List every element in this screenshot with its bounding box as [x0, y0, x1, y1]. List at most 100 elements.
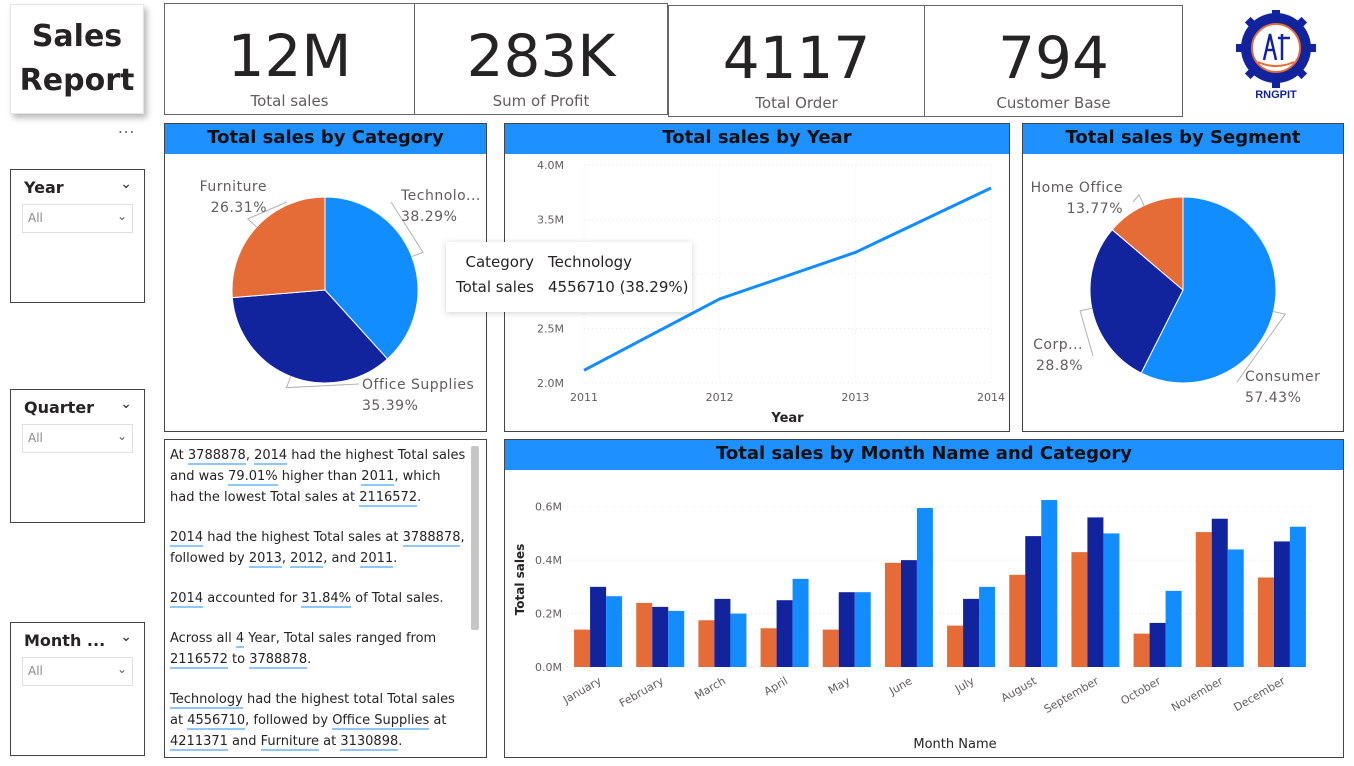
bar[interactable]	[652, 606, 669, 667]
category-pie-panel: Technolo... 38.29% Office Supplies 35.39% Fu…	[164, 123, 487, 432]
slicer-dropdown[interactable]: All ⌄	[22, 657, 133, 686]
chart-title: Total sales by Year	[505, 124, 1009, 154]
pie-percent: 28.8%	[1036, 358, 1083, 374]
pie-leader-line	[246, 201, 288, 228]
pie-percent: 13.77%	[1067, 201, 1123, 217]
month-bar-panel: 0.0M 0.2M 0.4M 0.6M January February March Apri…	[504, 439, 1344, 758]
slicer-dropdown[interactable]: All ⌄	[22, 424, 133, 453]
slicer-dropdown-value: All	[28, 211, 43, 225]
tooltip-key: Total sales	[455, 278, 534, 296]
y-tick-label: 0.0M	[535, 661, 562, 674]
bar[interactable]	[963, 598, 980, 667]
chart-tooltip: Category Technology Total sales 4556710 …	[446, 242, 692, 312]
bar[interactable]	[947, 625, 964, 667]
bar[interactable]	[1009, 574, 1026, 667]
bar[interactable]	[636, 602, 653, 667]
pie-leader-line	[1079, 307, 1094, 357]
bar[interactable]	[1041, 500, 1058, 667]
more-options-icon[interactable]: ...	[118, 119, 136, 137]
bar[interactable]	[979, 586, 996, 667]
pie-slice[interactable]	[1140, 196, 1277, 384]
bar[interactable]	[838, 592, 855, 667]
report-title: Sales Report	[10, 4, 144, 114]
slicer-dropdown[interactable]: All ⌄	[22, 204, 133, 233]
bar[interactable]	[1211, 518, 1228, 667]
slicer-title: Quarter	[24, 398, 95, 417]
bar[interactable]	[1257, 577, 1274, 667]
x-tick-label: February	[617, 674, 666, 710]
chevron-down-icon[interactable]: ⌄	[120, 629, 132, 645]
bar[interactable]	[1087, 517, 1104, 667]
x-tick-label: April	[762, 674, 790, 698]
chevron-down-icon[interactable]: ⌄	[120, 396, 132, 412]
tooltip-value: 4556710 (38.29%)	[548, 278, 689, 296]
pie-slice[interactable]	[1089, 228, 1184, 374]
pie-slice[interactable]	[324, 196, 419, 360]
bar[interactable]	[822, 629, 839, 667]
bar[interactable]	[574, 629, 591, 667]
bar[interactable]	[900, 560, 917, 667]
slicer-year[interactable]: Year ⌄ All ⌄	[10, 169, 145, 303]
bar[interactable]	[730, 613, 747, 667]
pie-label: Office Supplies	[362, 377, 474, 393]
bar[interactable]	[714, 598, 731, 667]
chevron-down-icon: ⌄	[116, 209, 127, 223]
bar[interactable]	[1025, 536, 1042, 667]
bar[interactable]	[1103, 533, 1120, 667]
category-pie-chart[interactable]: Technolo... 38.29% Office Supplies 35.39% Fu…	[165, 124, 487, 432]
pie-leader-line	[1132, 193, 1145, 206]
pie-percent: 26.31%	[211, 200, 267, 216]
bar[interactable]	[792, 578, 809, 667]
bar[interactable]	[760, 628, 777, 667]
bar[interactable]	[668, 610, 685, 667]
slicer-title: Month ...	[24, 631, 106, 650]
pie-slice[interactable]	[231, 196, 326, 299]
bar[interactable]	[916, 508, 933, 667]
narrative-paragraph: Across all 4 Year, Total sales ranged fr…	[170, 631, 437, 669]
slicer-quarter[interactable]: Quarter ⌄ All ⌄	[10, 389, 145, 523]
bar[interactable]	[1071, 552, 1088, 667]
narrative-paragraph: Technology had the highest total Total s…	[170, 692, 455, 751]
pie-leader-line	[285, 376, 360, 389]
chart-title: Total sales by Month Name and Category	[505, 440, 1343, 470]
pie-percent: 57.43%	[1245, 390, 1301, 406]
bar[interactable]	[606, 596, 623, 667]
month-bar-chart[interactable]: 0.0M 0.2M 0.4M 0.6M January February March Apri…	[505, 440, 1344, 758]
tooltip-value: Technology	[548, 253, 633, 271]
report-title-line2: Report	[19, 63, 135, 98]
chevron-down-icon: ⌄	[116, 662, 127, 676]
pie-slice[interactable]	[231, 289, 389, 384]
bar[interactable]	[590, 586, 607, 667]
slicer-title: Year	[24, 178, 64, 197]
bar[interactable]	[1289, 526, 1306, 667]
narrative-scrollbar[interactable]	[471, 446, 479, 630]
segment-pie-chart[interactable]: Consumer 57.43% Corp... 28.8% Home Office 13.…	[1023, 124, 1344, 432]
pie-label: Consumer	[1245, 369, 1320, 385]
chevron-down-icon[interactable]: ⌄	[120, 176, 132, 192]
kpi-card-sum-of-profit: 283K Sum of Profit	[414, 3, 668, 115]
bar[interactable]	[1149, 622, 1166, 667]
slicer-month[interactable]: Month ... ⌄ All ⌄	[10, 622, 145, 756]
report-title-line1: Sales	[31, 19, 123, 54]
kpi-label: Total Order	[755, 94, 838, 112]
x-tick-label: 2013	[841, 391, 869, 404]
bar[interactable]	[776, 600, 793, 667]
bar[interactable]	[1195, 532, 1212, 667]
bar[interactable]	[884, 562, 901, 667]
kpi-value: 283K	[466, 22, 616, 90]
y-tick-label: 4.0M	[537, 159, 564, 172]
bar[interactable]	[1273, 541, 1290, 667]
x-tick-label: March	[692, 674, 728, 702]
bar[interactable]	[1165, 590, 1182, 667]
kpi-card-customer-base: 794 Customer Base	[924, 5, 1183, 117]
y-tick-label: 3.5M	[537, 214, 564, 227]
institute-logo-icon: RNGPIT	[1236, 10, 1316, 101]
x-tick-label: 2012	[706, 391, 734, 404]
bar[interactable]	[698, 620, 715, 667]
bar[interactable]	[1227, 549, 1244, 667]
narrative-paragraph: At 3788878, 2014 had the highest Total s…	[170, 448, 466, 507]
x-tick-label: October	[1118, 674, 1163, 708]
bar[interactable]	[854, 592, 871, 667]
pie-slice[interactable]	[1111, 196, 1184, 292]
bar[interactable]	[1133, 633, 1150, 667]
